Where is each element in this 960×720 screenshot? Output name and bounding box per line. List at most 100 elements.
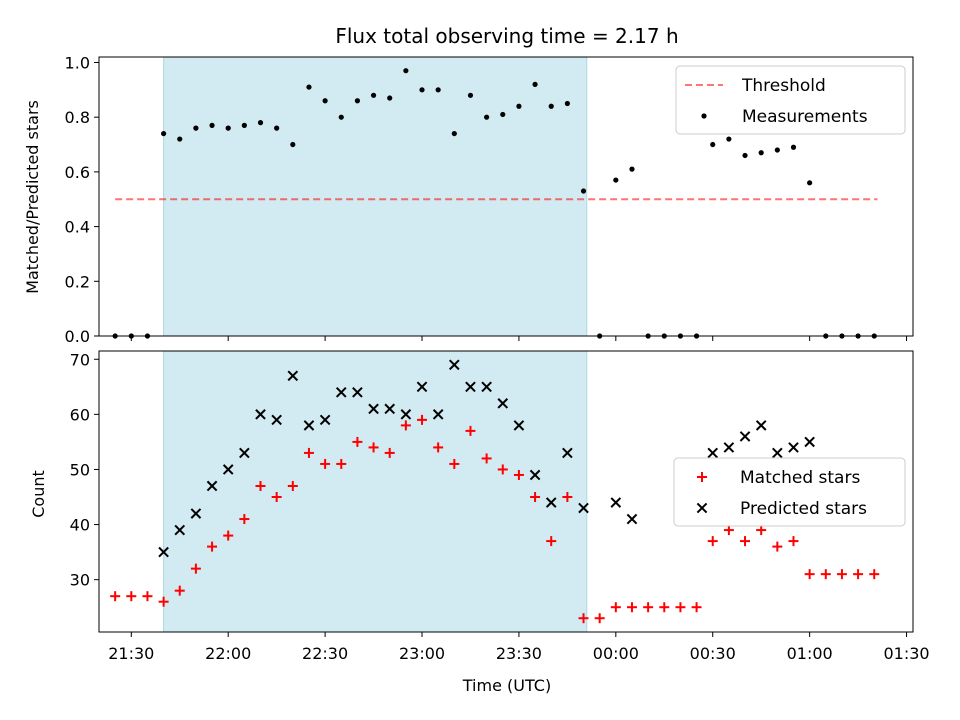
predicted-star-point bbox=[626, 513, 638, 525]
predicted-star-point bbox=[755, 420, 767, 431]
legend-symbol bbox=[701, 113, 707, 119]
measurement-point bbox=[580, 188, 587, 194]
count-panel-legend: Matched stars Predicted stars bbox=[673, 457, 906, 527]
matched-star-point bbox=[449, 458, 460, 469]
matched-star-point bbox=[126, 591, 137, 602]
predicted-star-point bbox=[804, 436, 815, 448]
y-tick-label: 60 bbox=[70, 405, 90, 424]
measurement-point bbox=[532, 81, 538, 87]
matched-star-point bbox=[481, 453, 492, 464]
legend-box bbox=[673, 457, 906, 527]
measurement-point bbox=[564, 100, 570, 107]
measurement-point bbox=[274, 125, 280, 131]
predicted-star-point bbox=[352, 387, 363, 398]
x-tick-label: 22:00 bbox=[205, 644, 251, 663]
legend-symbol bbox=[697, 472, 707, 482]
y-tick-label: 0.8 bbox=[65, 108, 90, 127]
predicted-star-point bbox=[271, 414, 282, 426]
predicted-star-point bbox=[400, 409, 412, 420]
matched-star-point bbox=[320, 458, 331, 469]
predicted-star-point bbox=[449, 359, 460, 371]
y-tick-label: 30 bbox=[70, 571, 90, 590]
count-panel-frame bbox=[98, 350, 914, 633]
matched-star-point bbox=[659, 602, 670, 613]
measurement-point bbox=[516, 103, 522, 109]
measurement-point bbox=[177, 136, 183, 142]
matched-star-point bbox=[207, 541, 218, 552]
chart-title: Flux total observing time = 2.17 h bbox=[335, 24, 678, 48]
legend-label: Matched stars bbox=[740, 468, 860, 488]
matched-star-point bbox=[723, 525, 734, 536]
measurement-point bbox=[613, 177, 619, 183]
predicted-star-point bbox=[416, 381, 428, 393]
predicted-star-point bbox=[190, 508, 202, 519]
measurement-point bbox=[403, 68, 409, 74]
measurement-point bbox=[451, 130, 457, 137]
matched-star-point bbox=[142, 591, 153, 602]
measurement-point bbox=[726, 136, 732, 142]
matched-star-point bbox=[675, 602, 686, 613]
y-tick-label: 0.0 bbox=[65, 327, 90, 346]
matched-star-point bbox=[691, 602, 702, 613]
matched-star-point bbox=[804, 569, 815, 580]
matched-star-point bbox=[594, 613, 605, 624]
predicted-star-point bbox=[384, 403, 396, 415]
matched-star-point bbox=[174, 585, 185, 596]
x-tick-label: 22:30 bbox=[302, 644, 348, 663]
matched-star-point bbox=[255, 480, 266, 491]
x-tick-label: 00:00 bbox=[593, 644, 639, 663]
predicted-star-point bbox=[239, 447, 250, 459]
matched-star-point bbox=[497, 464, 508, 475]
ratio-panel: 0.0 0.2 0.4 0.6 0.8 1.0 Matched/Predicted sta… bbox=[23, 53, 914, 346]
matched-star-point bbox=[562, 492, 573, 503]
predicted-star-point bbox=[739, 431, 751, 442]
matched-star-point bbox=[239, 514, 250, 525]
predicted-star-point bbox=[578, 502, 589, 514]
predicted-star-point bbox=[222, 464, 234, 475]
count-panel: 30 40 50 60 70 21:30 22:00 22:30 23:00 23:30 00:0… bbox=[29, 350, 930, 695]
predicted-star-point bbox=[481, 381, 492, 393]
matched-star-point bbox=[756, 525, 767, 536]
predicted-star-point bbox=[529, 469, 541, 481]
predicted-star-point bbox=[432, 409, 444, 420]
matched-star-point bbox=[287, 480, 298, 491]
ratio-panel-legend: Threshold Measurements bbox=[675, 65, 906, 135]
matched-star-point bbox=[546, 536, 557, 547]
matched-star-point bbox=[384, 447, 395, 458]
matched-star-point bbox=[465, 425, 476, 436]
measurement-point bbox=[387, 95, 393, 101]
observing-interval-shade bbox=[163, 350, 588, 633]
measurement-point bbox=[500, 111, 506, 118]
matched-star-point bbox=[336, 458, 347, 469]
predicted-star-point bbox=[465, 381, 476, 393]
count-panel-ylabel: Count bbox=[29, 470, 48, 518]
measurement-point bbox=[419, 87, 425, 93]
matched-star-point bbox=[788, 536, 799, 547]
x-tick-label: 01:00 bbox=[787, 644, 833, 663]
matched-star-point bbox=[610, 602, 621, 613]
legend-label: Threshold bbox=[741, 76, 826, 96]
observing-interval-shade bbox=[163, 56, 588, 337]
matched-star-point bbox=[578, 613, 589, 624]
y-tick-label: 40 bbox=[70, 516, 90, 535]
matched-star-point bbox=[530, 492, 541, 503]
legend-symbol bbox=[696, 502, 708, 514]
ratio-panel-frame bbox=[98, 56, 914, 337]
predicted-star-point bbox=[513, 420, 525, 431]
y-tick-label: 1.0 bbox=[65, 53, 90, 72]
matched-star-point bbox=[158, 596, 169, 607]
predicted-star-point bbox=[287, 370, 299, 382]
measurement-point bbox=[322, 98, 328, 104]
predicted-star-point bbox=[610, 497, 622, 508]
measurement-point bbox=[629, 166, 635, 172]
y-tick-label: 70 bbox=[70, 350, 90, 369]
measurement-point bbox=[225, 125, 231, 131]
measurement-point bbox=[435, 87, 441, 93]
x-tick-label: 21:30 bbox=[108, 644, 154, 663]
legend-label: Predicted stars bbox=[740, 499, 867, 519]
predicted-star-point bbox=[788, 442, 799, 453]
legend-label: Measurements bbox=[742, 107, 868, 127]
matched-star-point bbox=[190, 563, 201, 574]
y-tick-label: 0.6 bbox=[65, 163, 90, 182]
